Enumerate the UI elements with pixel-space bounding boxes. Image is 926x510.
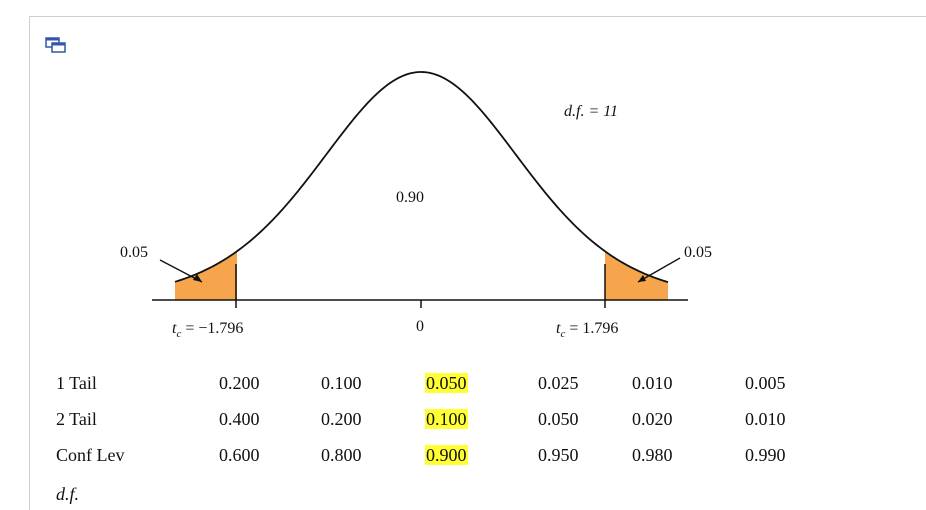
table-cell: 0.010: [632, 373, 673, 393]
table-cell-highlighted: 0.900: [425, 445, 468, 465]
right-critical-value: tc = 1.796: [556, 320, 618, 340]
row-label-2-tail: 2 Tail: [56, 409, 97, 429]
left-critical-value: tc = −1.796: [172, 320, 243, 340]
right-arrow-head: [638, 275, 646, 282]
table-cell: 0.400: [219, 409, 260, 429]
left-arrow-head: [193, 274, 202, 282]
row-label-1-tail: 1 Tail: [56, 373, 97, 393]
table-cell: 0.005: [745, 373, 786, 393]
table-cell-highlighted: 0.050: [425, 373, 468, 393]
table-cell-highlighted: 0.100: [425, 409, 468, 429]
table-cell: 0.020: [632, 409, 673, 429]
right-arrow-line: [637, 257, 681, 283]
df-label: d.f. = 11: [564, 103, 618, 120]
table-cell: 0.025: [538, 373, 579, 393]
content-frame: [29, 16, 926, 510]
df-column-header: d.f.: [56, 484, 80, 504]
right-tail-label: 0.05: [684, 244, 712, 261]
table-cell: 0.200: [321, 409, 362, 429]
right-tail-area: [605, 251, 668, 300]
table-cell: 0.100: [321, 373, 362, 393]
table-cell: 0.200: [219, 373, 260, 393]
table-cell: 0.010: [745, 409, 786, 429]
density-curve: [174, 71, 669, 283]
table-cell: 0.990: [745, 445, 786, 465]
left-tail-label: 0.05: [120, 244, 148, 261]
row-label-conf-lev: Conf Lev: [56, 445, 125, 465]
popout-window-icon[interactable]: [45, 36, 67, 54]
table-cell: 0.050: [538, 409, 579, 429]
center-area-label: 0.90: [396, 189, 424, 206]
zero-label: 0: [416, 318, 424, 335]
table-cell: 0.600: [219, 445, 260, 465]
table-cell: 0.800: [321, 445, 362, 465]
table-cell: 0.980: [632, 445, 673, 465]
left-tail-area: [175, 251, 237, 300]
table-cell: 0.950: [538, 445, 579, 465]
